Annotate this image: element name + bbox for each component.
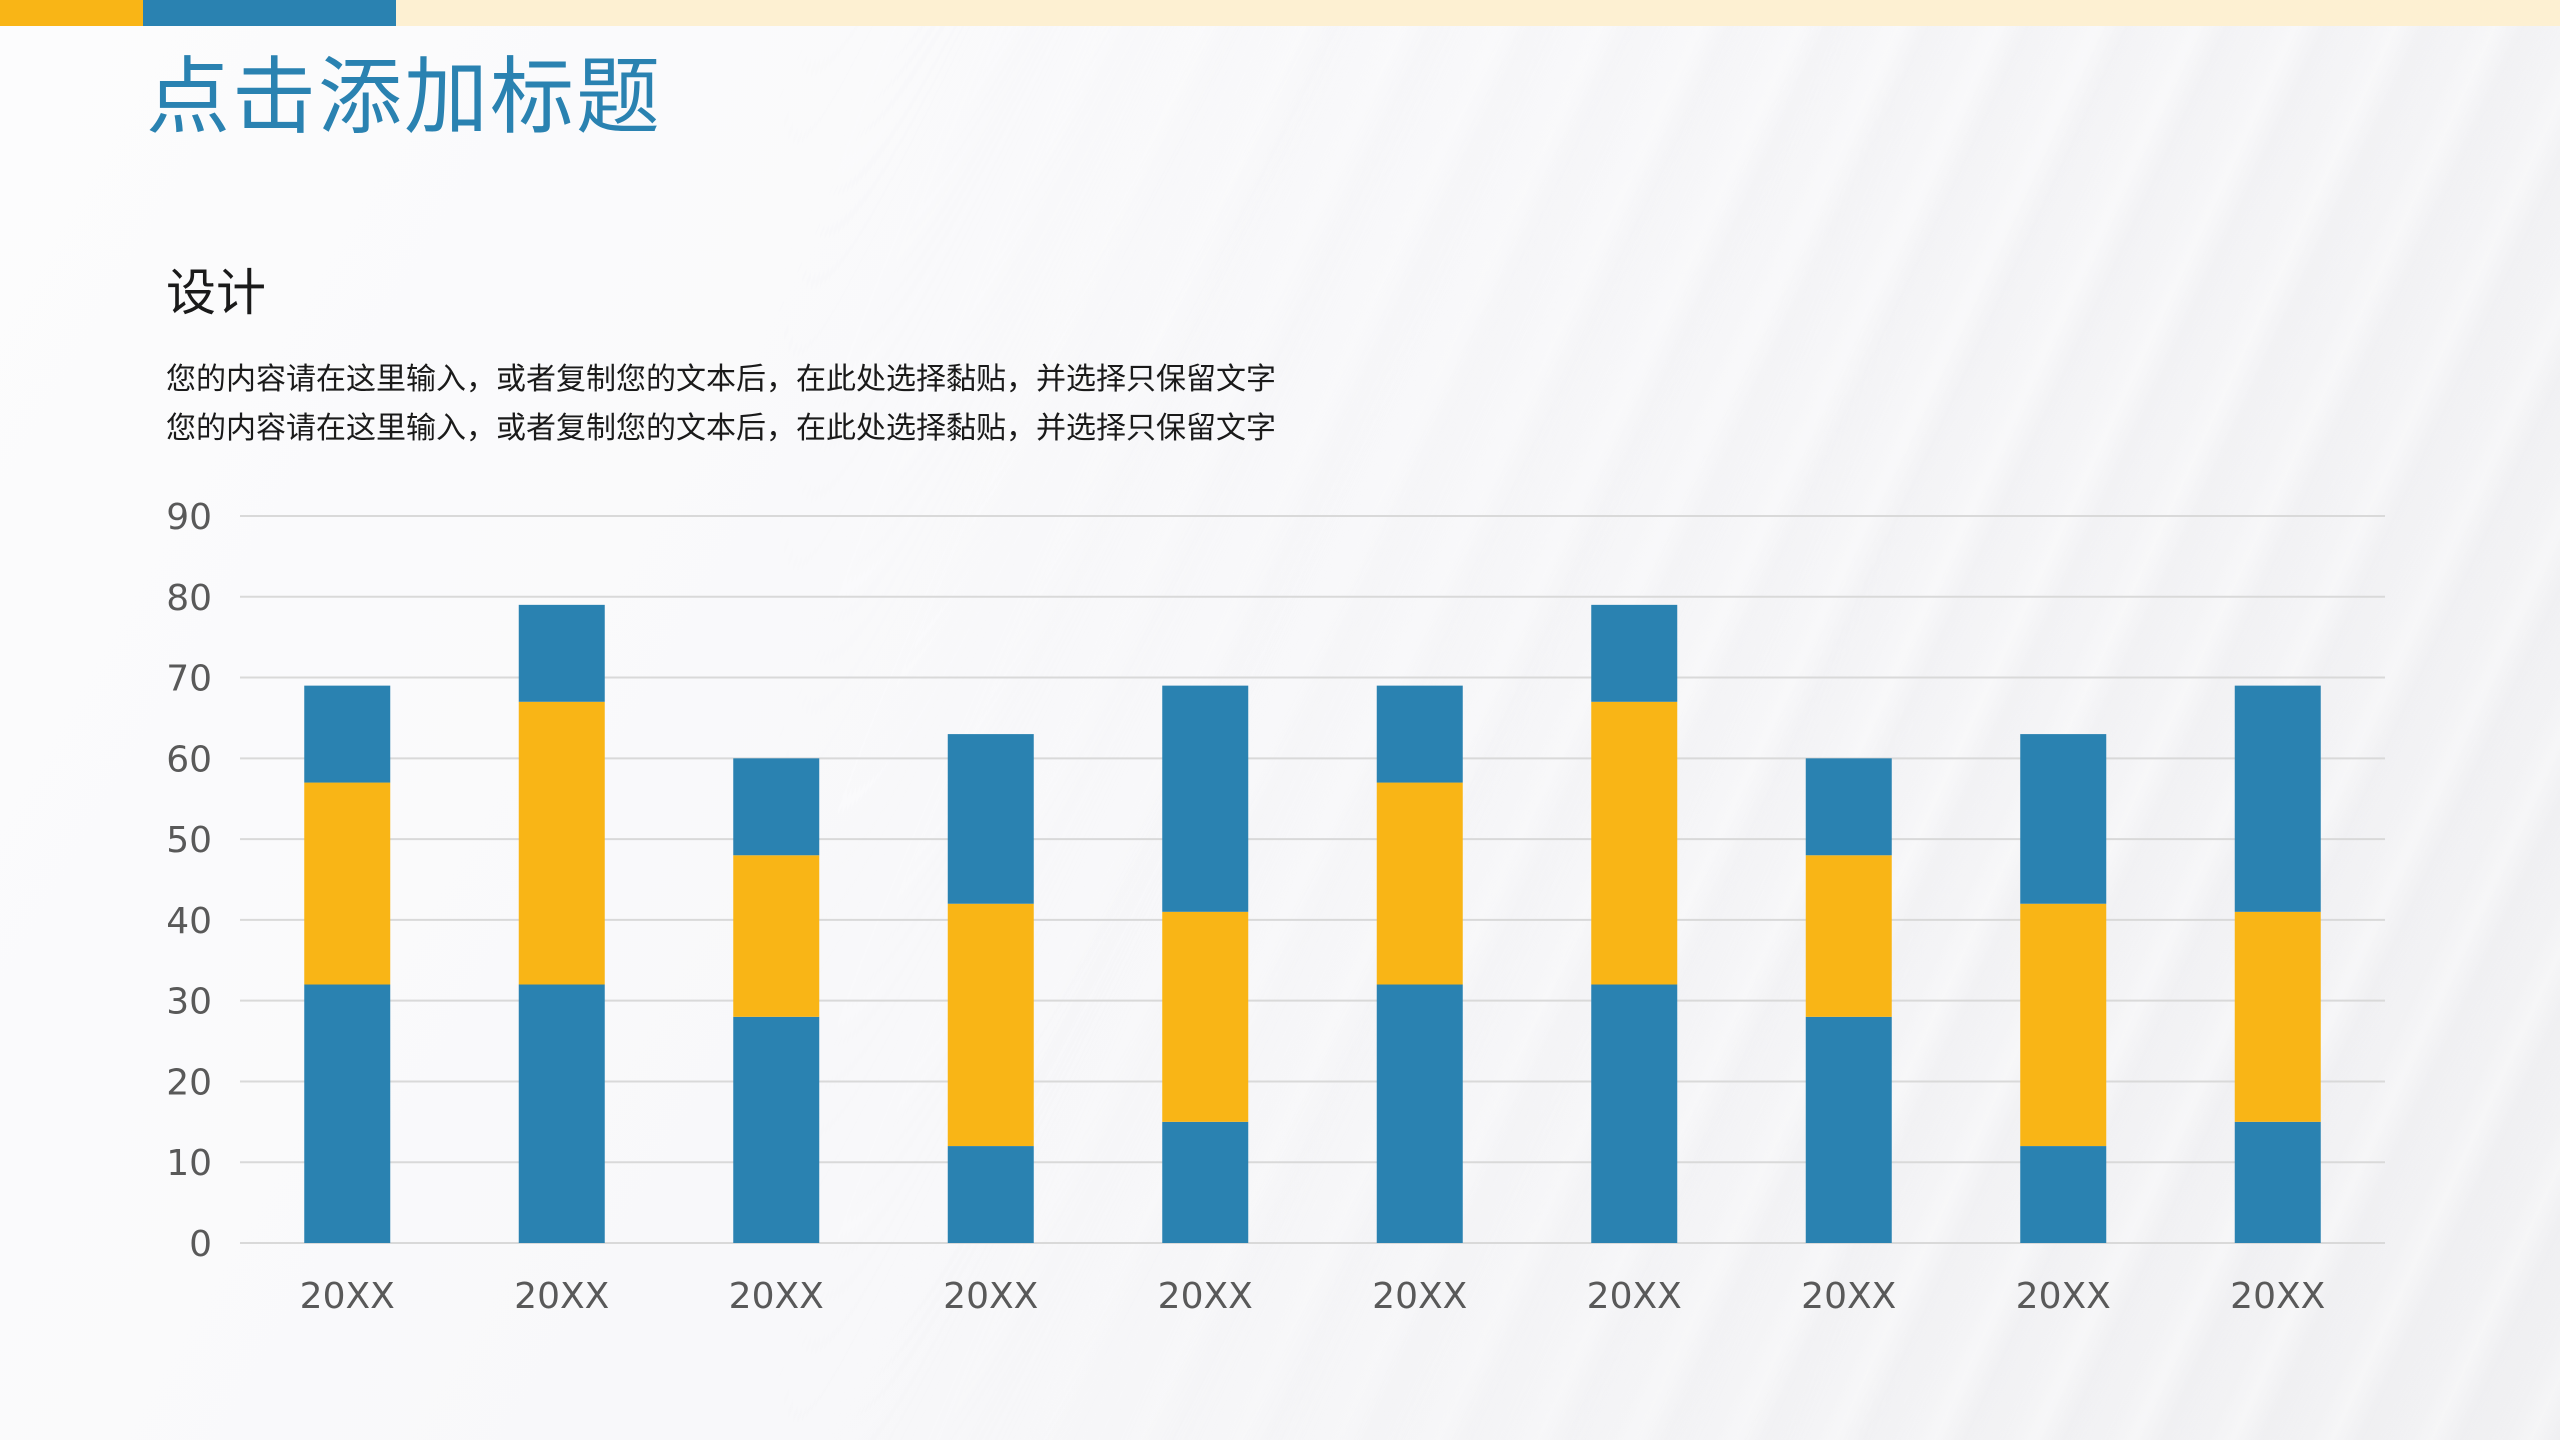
bar-segment (2234, 1121, 2321, 1243)
paragraph-line: 您的内容请在这里输入，或者复制您的文本后，在此处选择黏贴，并选择只保留文字 (166, 362, 1276, 397)
bar-segment (2020, 903, 2107, 1147)
y-tick-label: 50 (166, 820, 212, 861)
bar-segment (2020, 1146, 2107, 1243)
x-tick-label: 20XX (729, 1276, 824, 1317)
y-tick-label: 90 (166, 497, 212, 538)
bar-segment (1591, 701, 1678, 985)
bar-segment (1162, 911, 1249, 1122)
y-tick-label: 80 (166, 578, 212, 619)
bar-segment (518, 701, 605, 985)
bar-segment (1376, 984, 1463, 1243)
paragraph-line: 您的内容请在这里输入，或者复制您的文本后，在此处选择黏贴，并选择只保留文字 (166, 411, 1276, 446)
bar-segment (1805, 1016, 1892, 1243)
y-tick-label: 0 (189, 1224, 212, 1265)
bar-segment (2234, 685, 2321, 912)
bar-segment (304, 782, 391, 985)
bar-segment (733, 1016, 820, 1243)
bar-segment (1805, 855, 1892, 1017)
bar-segment (1591, 984, 1678, 1243)
bar-segment (304, 984, 391, 1243)
bar-segment (518, 604, 605, 702)
x-tick-label: 20XX (1801, 1276, 1896, 1317)
bar-segment (1162, 685, 1249, 912)
bar-segment (947, 903, 1034, 1147)
top-accent-strip (0, 0, 2560, 26)
y-tick-label: 40 (166, 901, 212, 942)
y-tick-label: 10 (166, 1143, 212, 1184)
bar-segment (304, 685, 391, 783)
top-accent-blue (143, 0, 396, 26)
x-tick-label: 20XX (300, 1276, 395, 1317)
y-tick-label: 60 (166, 739, 212, 780)
bar-segment (733, 758, 820, 856)
y-tick-label: 70 (166, 659, 212, 700)
x-tick-label: 20XX (2016, 1276, 2111, 1317)
bar-segment (947, 1146, 1034, 1243)
bar-segment (2234, 911, 2321, 1122)
bar-segment (1162, 1121, 1249, 1243)
slide-title[interactable]: 点击添加标题 (146, 48, 663, 146)
x-tick-label: 20XX (1158, 1276, 1253, 1317)
x-tick-label: 20XX (943, 1276, 1038, 1317)
bar-segment (1805, 758, 1892, 856)
body-paragraph[interactable]: 您的内容请在这里输入，或者复制您的文本后，在此处选择黏贴，并选择只保留文字 您的… (166, 355, 1466, 453)
slide-subtitle[interactable]: 设计 (166, 264, 266, 322)
top-accent-yellow (0, 0, 143, 26)
x-tick-label: 20XX (1587, 1276, 1682, 1317)
bar-segment (1376, 685, 1463, 783)
bar-segment (947, 734, 1034, 904)
x-tick-label: 20XX (1372, 1276, 1467, 1317)
x-tick-label: 20XX (2230, 1276, 2325, 1317)
x-tick-label: 20XX (514, 1276, 609, 1317)
y-tick-label: 30 (166, 982, 212, 1023)
bar-segment (518, 984, 605, 1243)
bar-segment (1591, 604, 1678, 702)
bar-segment (1376, 782, 1463, 985)
y-tick-label: 20 (166, 1062, 212, 1103)
bar-segment (2020, 734, 2107, 904)
bar-segment (733, 855, 820, 1017)
